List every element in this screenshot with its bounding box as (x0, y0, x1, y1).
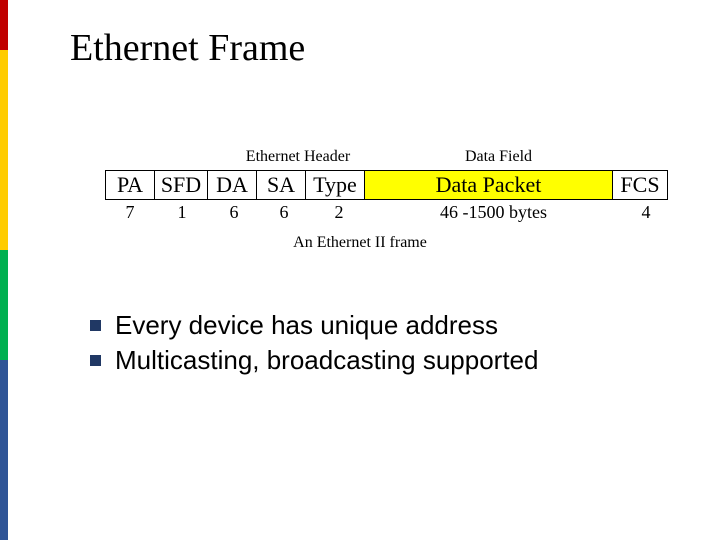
frame-field: PA (106, 171, 155, 200)
frame-field-row: PASFDDASATypeData PacketFCS (106, 171, 668, 200)
frame-byte-count: 6 (209, 202, 259, 223)
frame-byte-count: 7 (105, 202, 155, 223)
frame-field: DA (208, 171, 257, 200)
slide-title: Ethernet Frame (70, 26, 305, 70)
frame-field: SA (257, 171, 306, 200)
bullet-text: Multicasting, broadcasting supported (115, 345, 538, 376)
bullet-marker-icon (90, 355, 101, 366)
slide: Ethernet Frame Ethernet HeaderData Field… (0, 0, 720, 540)
accent-bar (0, 0, 8, 540)
bullet-list: Every device has unique address Multicast… (90, 310, 538, 380)
accent-segment (0, 360, 8, 540)
frame-group-label: Data Field (375, 148, 622, 166)
frame-field: FCS (613, 171, 668, 200)
accent-segment (0, 0, 8, 50)
accent-segment (0, 50, 8, 250)
frame-byte-count: 1 (155, 202, 209, 223)
bullet-text: Every device has unique address (115, 310, 498, 341)
frame-field: SFD (155, 171, 208, 200)
frame-byte-row: 7166246 -1500 bytes4 (105, 202, 674, 223)
accent-segment (0, 250, 8, 360)
bullet-item: Multicasting, broadcasting supported (90, 345, 538, 376)
frame-field: Type (306, 171, 365, 200)
frame-caption: An Ethernet II frame (0, 234, 720, 252)
frame-field: Data Packet (365, 171, 613, 200)
frame-group-label: Ethernet Header (221, 148, 375, 166)
frame-byte-count: 4 (618, 202, 674, 223)
bullet-marker-icon (90, 320, 101, 331)
ethernet-frame-diagram: PASFDDASATypeData PacketFCS (105, 170, 668, 200)
bullet-item: Every device has unique address (90, 310, 538, 341)
frame-byte-count: 46 -1500 bytes (369, 202, 618, 223)
frame-byte-count: 6 (259, 202, 309, 223)
frame-byte-count: 2 (309, 202, 369, 223)
